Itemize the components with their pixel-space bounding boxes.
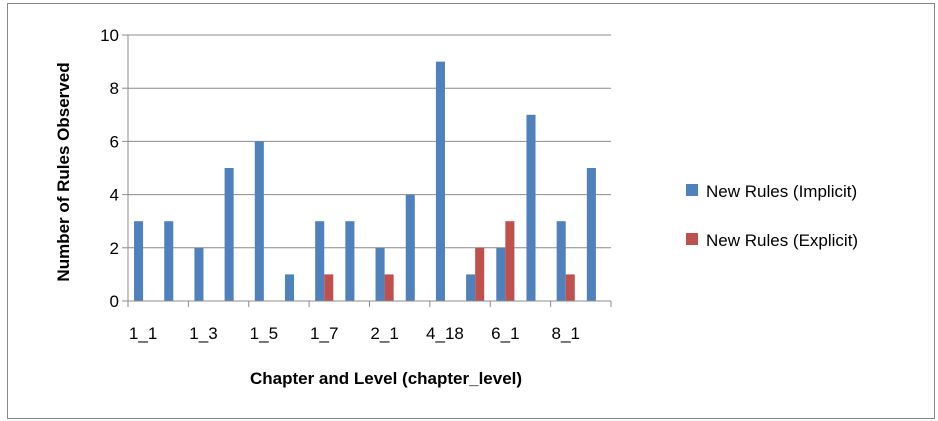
- bar-implicit: [586, 168, 596, 301]
- x-tick-label: 8_1: [552, 324, 580, 343]
- x-axis-title: Chapter and Level (chapter_level): [250, 369, 522, 388]
- y-tick-label: 2: [110, 239, 119, 258]
- x-tick-label: 1_5: [250, 324, 278, 343]
- bar-implicit: [405, 194, 415, 301]
- x-tick-label: 4_18: [426, 324, 464, 343]
- y-tick-label: 8: [110, 79, 119, 98]
- bar-implicit: [556, 221, 566, 301]
- bar-implicit: [164, 221, 174, 301]
- axes: [127, 35, 612, 307]
- legend: New Rules (Implicit) New Rules (Explicit…: [686, 182, 858, 250]
- y-tick-label: 6: [110, 132, 119, 151]
- bar-implicit: [284, 274, 295, 301]
- x-tick-label: 2_1: [370, 324, 398, 343]
- bar-implicit: [345, 221, 355, 301]
- bar-explicit: [565, 274, 575, 301]
- bar-explicit: [475, 247, 485, 301]
- bar-explicit: [384, 274, 394, 301]
- bar-implicit: [134, 221, 144, 301]
- series-explicit-bars: [324, 221, 575, 301]
- x-tick-labels: 1_1 1_3 1_5 1_7 2_1 4_18 6_1 8_1: [129, 324, 580, 343]
- legend-swatch-implicit: [686, 184, 698, 196]
- chart-frame: [7, 3, 935, 419]
- y-tick-labels: 0 2 4 6 8 10: [100, 26, 119, 311]
- legend-label-explicit: New Rules (Explicit): [706, 231, 858, 250]
- x-tick-label: 6_1: [491, 324, 519, 343]
- bar-implicit: [375, 247, 385, 301]
- x-tick-label: 1_1: [129, 324, 157, 343]
- legend-swatch-explicit: [686, 233, 698, 245]
- bar-explicit: [324, 274, 334, 301]
- x-tick-label: 1_7: [310, 324, 338, 343]
- bar-implicit: [526, 114, 536, 301]
- bar-implicit: [194, 247, 204, 301]
- y-tick-label: 4: [110, 186, 119, 205]
- y-tick-label: 0: [110, 292, 119, 311]
- bar-implicit: [435, 61, 445, 301]
- x-tick-label: 1_3: [189, 324, 217, 343]
- bar-implicit: [466, 274, 476, 301]
- y-tick-label: 10: [100, 26, 119, 45]
- legend-label-implicit: New Rules (Implicit): [706, 182, 857, 201]
- bar-explicit: [505, 221, 515, 301]
- bar-implicit: [315, 221, 325, 301]
- y-axis-title: Number of Rules Observed: [54, 62, 73, 281]
- series-implicit-bars: [134, 61, 596, 301]
- bar-implicit: [224, 168, 234, 301]
- bar-implicit: [254, 141, 264, 301]
- bar-implicit: [496, 247, 506, 301]
